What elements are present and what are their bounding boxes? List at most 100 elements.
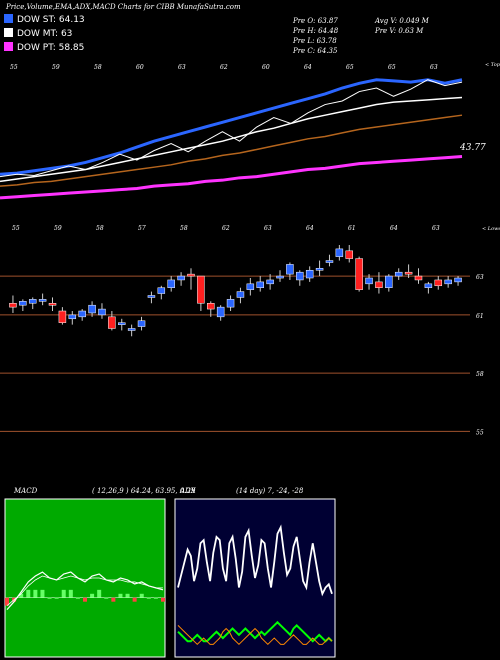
candle-body <box>444 279 452 285</box>
stat-pre-open: Pre O: 63.87 <box>293 17 338 25</box>
candle-body <box>187 273 195 277</box>
price-top-tick-label: 62 <box>222 225 230 232</box>
macd-histogram-bar <box>40 589 45 598</box>
candle-body <box>38 299 47 302</box>
macd-series-line <box>6 571 164 611</box>
ema-series-line <box>0 78 463 176</box>
price-y-tick-label: 63 <box>476 274 484 281</box>
ema-corner-label: < Topu <box>485 62 500 68</box>
candle-body <box>286 264 294 275</box>
stat-pre-low: Pre L: 63.78 <box>293 37 337 45</box>
ema-top-tick-label: 55 <box>10 64 18 71</box>
legend-swatch-white <box>4 28 13 37</box>
price-top-tick-label: 63 <box>432 225 440 232</box>
candle-body <box>266 279 274 285</box>
price-top-tick-label: 63 <box>264 225 272 232</box>
legend-dow-pt-label: DOW PT: 58.85 <box>17 43 85 53</box>
macd-series-line <box>6 575 163 606</box>
legend-dow-pt: DOW PT: 58.85 <box>4 42 84 53</box>
macd-title: MACD <box>13 487 38 495</box>
macd-panel: MACD ( 12,26,9 ) 64.24, 63.95, 0.29 <box>4 487 196 658</box>
candle-body <box>404 271 413 275</box>
macd-params: ( 12,26,9 ) 64.24, 63.95, 0.29 <box>92 487 196 495</box>
ema-price-line <box>0 79 463 178</box>
candle-body <box>197 275 205 304</box>
candle-body <box>385 275 393 288</box>
candle-body <box>58 310 67 323</box>
macd-histogram-bar <box>111 597 116 602</box>
macd-histogram-bar <box>54 597 59 599</box>
candle-body <box>78 310 86 318</box>
candle-body <box>335 248 344 257</box>
macd-histogram-bar <box>118 593 123 598</box>
stat-pre-high: Pre H: 64.48 <box>293 27 339 35</box>
price-corner-label: < Lowes <box>482 226 500 232</box>
macd-histogram-bar <box>161 597 165 602</box>
ema-last-value-label: 43.77 <box>459 143 486 153</box>
macd-histogram-bar <box>68 589 73 598</box>
macd-histogram-bar <box>97 589 102 598</box>
candle-body <box>157 287 166 294</box>
ema-top-tick-label: 65 <box>346 64 354 71</box>
macd-histogram-bar <box>19 593 24 598</box>
adx-series-line <box>177 620 333 643</box>
candle-body <box>216 306 225 318</box>
candle-body <box>355 258 363 290</box>
chart-title: Price,Volume,EMA,ADX,MACD Charts for CIB… <box>6 3 241 11</box>
macd-histogram-bar <box>139 593 144 598</box>
macd-histogram-bar <box>33 589 38 598</box>
candle-body <box>375 281 383 288</box>
stat-pre-volume: Pre V: 0.63 M <box>375 27 424 35</box>
candle-body <box>137 320 146 327</box>
ema-top-tick-label: 63 <box>430 64 438 71</box>
candle-body <box>108 316 116 329</box>
price-top-tick-label: 59 <box>54 225 62 232</box>
macd-histogram-bar <box>75 597 80 599</box>
candle-body <box>167 279 175 288</box>
candle-body <box>256 281 264 288</box>
ema-top-tick-label: 60 <box>136 64 144 71</box>
macd-histogram-bar <box>146 597 151 599</box>
candle-body <box>325 260 334 263</box>
macd-histogram-bar <box>47 597 52 599</box>
macd-histogram-bar <box>125 593 130 598</box>
legend-dow-mt-label: DOW MT: 63 <box>17 29 73 39</box>
ema-top-tick-label: 65 <box>388 64 396 71</box>
stat-pre-close: Pre C: 64.35 <box>293 47 338 55</box>
candle-body <box>98 308 106 316</box>
candle-body <box>315 268 324 271</box>
price-top-tick-label: 57 <box>138 225 146 232</box>
price-top-tick-label: 58 <box>96 225 104 232</box>
adx-panel: ADX (14 day) 7, -24, -28 <box>174 487 336 658</box>
price-top-tick-label: 58 <box>180 225 188 232</box>
ema-top-tick-label: 59 <box>52 64 60 71</box>
candle-body <box>226 299 235 308</box>
price-top-tick-label: 64 <box>306 225 314 232</box>
price-y-tick-label: 58 <box>476 371 484 378</box>
candle-body <box>28 299 37 304</box>
candle-body <box>177 275 185 281</box>
candle-body <box>9 303 17 308</box>
candle-body <box>68 314 77 320</box>
macd-histogram-bar <box>90 593 95 598</box>
macd-histogram-bar <box>132 597 137 602</box>
price-panel: 55 59 58 57 58 62 63 64 61 64 63 < Lowes 63 61 58 55 <box>0 225 500 436</box>
candle-body <box>394 271 403 277</box>
candle-body <box>296 271 304 281</box>
ema-top-tick-label: 60 <box>262 64 270 71</box>
candle-body <box>19 301 27 306</box>
price-y-tick-label: 55 <box>476 429 484 436</box>
adx-series-line <box>177 524 333 597</box>
ema-panel: 55 59 58 60 63 62 60 64 65 65 63 < Topu 43.77 <box>0 62 500 200</box>
macd-histogram-bar <box>104 597 109 599</box>
ema-top-tick-label: 63 <box>178 64 186 71</box>
candle-body <box>207 303 215 310</box>
ema-series-line <box>0 96 463 183</box>
candle-body <box>48 303 57 306</box>
adx-series-line <box>177 625 333 646</box>
candle-body <box>88 304 96 314</box>
candle-body <box>434 279 443 287</box>
macd-histogram-bar <box>5 597 9 606</box>
macd-histogram-bar <box>26 589 31 598</box>
